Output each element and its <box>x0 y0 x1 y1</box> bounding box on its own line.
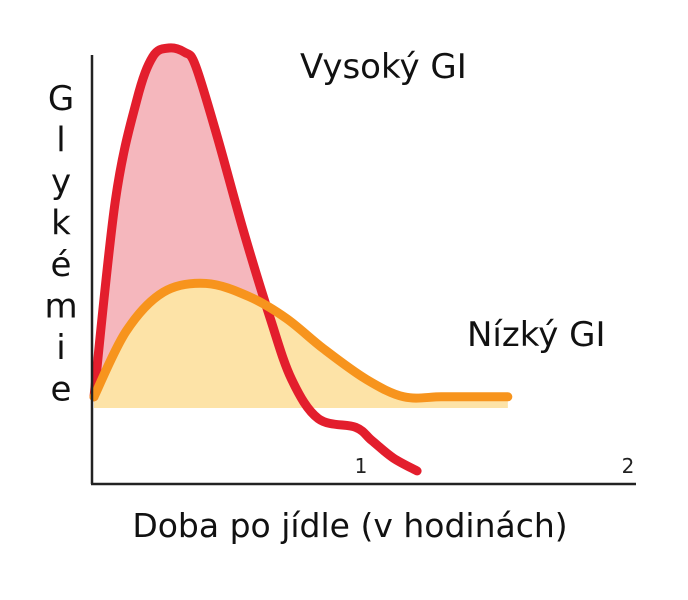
y-axis-label-letter: k <box>51 204 71 244</box>
series-fill-low-gi <box>94 283 508 408</box>
x-tick-label: 2 <box>622 454 635 478</box>
y-axis-label-letter: G <box>48 79 74 119</box>
series-label-low-gi: Nízký GI <box>467 315 606 355</box>
y-axis-label-letter: e <box>51 370 72 410</box>
series-fills <box>94 47 508 408</box>
y-axis-label-letter: y <box>51 162 71 202</box>
series-line-low-gi <box>89 278 513 403</box>
series-line-high-gi <box>89 43 422 476</box>
y-axis-label-letter: i <box>56 328 65 368</box>
x-axis-label: Doba po jídle (v hodinách) <box>132 506 567 545</box>
series-label-high-gi: Vysoký GI <box>300 47 467 87</box>
x-tick-label: 1 <box>355 454 368 478</box>
series-labels: Vysoký GI Nízký GI <box>300 47 606 355</box>
y-axis-label-letter: m <box>44 287 77 327</box>
y-axis-label-letter: é <box>51 245 72 285</box>
y-axis-label-letter: l <box>56 121 65 161</box>
series-lines <box>89 43 513 476</box>
